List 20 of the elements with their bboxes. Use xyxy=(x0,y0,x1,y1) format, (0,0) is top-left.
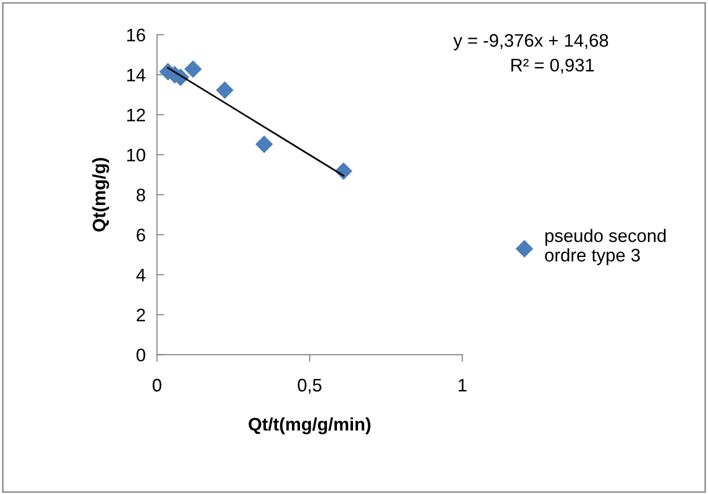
y-tick-label: 2 xyxy=(136,308,145,322)
y-tick-label: 0 xyxy=(136,348,146,362)
x-tick-label: 1 xyxy=(458,378,466,392)
y-tick-label: 4 xyxy=(136,268,146,282)
y-tick-label: 14 xyxy=(127,68,146,82)
x-axis-title: Qt/t(mg/g/min) xyxy=(248,417,370,434)
point xyxy=(184,60,202,78)
y-tick-label: 16 xyxy=(127,28,146,42)
x-tick-label: 0,5 xyxy=(298,378,322,394)
point xyxy=(255,136,273,154)
legend-label: pseudo second ordre type 3 xyxy=(545,228,666,266)
y-tick-label: 6 xyxy=(136,228,146,242)
y-tick-label: 10 xyxy=(127,148,146,162)
x-tick-label: 0 xyxy=(152,378,162,392)
y-tick-label: 12 xyxy=(127,108,145,122)
annotation: y = -9,376x + 14,68 xyxy=(453,34,608,50)
text: R² = 0,931 xyxy=(511,58,594,74)
y-axis-title: Qt(mg/g) xyxy=(92,158,110,232)
y-tick-label: 8 xyxy=(136,188,146,202)
point xyxy=(216,81,234,99)
